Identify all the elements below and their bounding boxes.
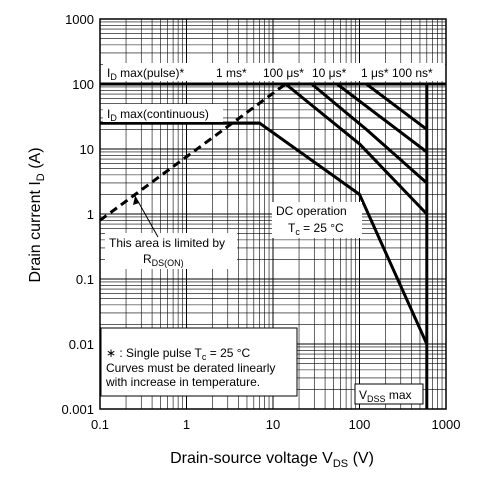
y-tick-label: 1000 <box>65 12 94 27</box>
tick-labels: 0.1 1 10 100 1000 0.001 0.01 0.1 1 10 100 1000 <box>61 12 460 432</box>
y-tick-label: 0.001 <box>61 402 94 417</box>
top-label-backdrop <box>103 63 445 81</box>
x-tick-label: 1000 <box>432 417 461 432</box>
area-label-backdrop <box>105 233 237 269</box>
x-tick-label: 0.1 <box>91 417 109 432</box>
curve-100us <box>310 82 428 185</box>
x-tick-label: 1 <box>183 417 190 432</box>
note-derate-line2: with increase in temperature. <box>105 375 260 389</box>
area-pointer-arrow <box>133 196 139 205</box>
y-tick-label: 0.01 <box>69 337 94 352</box>
note-single-pulse: ∗ : Single pulse Tc = 25 °C <box>106 346 251 362</box>
x-tick-label: 10 <box>266 417 280 432</box>
y-tick-label: 100 <box>72 77 94 92</box>
note-derate-line1: Curves must be derated linearly <box>106 361 275 375</box>
label-1us: 1 μs* <box>361 66 389 80</box>
curve-1ms <box>284 82 428 216</box>
id-continuous-label: ID max(continuous) <box>107 107 209 123</box>
curves-group <box>99 82 446 409</box>
curve-1us <box>365 82 428 131</box>
id-cont-backdrop <box>103 104 223 122</box>
x-axis-title: Drain-source voltage VDS (V) <box>170 450 374 470</box>
label-100us: 100 μs* <box>263 66 304 80</box>
id-pulse-label: ID max(pulse)* <box>107 66 185 82</box>
x-tick-label: 100 <box>349 417 371 432</box>
note-box <box>100 327 298 397</box>
dc-tc-label: Tc = 25 °C <box>288 221 344 237</box>
y-tick-label: 10 <box>80 142 94 157</box>
area-limited-label: This area is limited by <box>109 236 225 250</box>
y-tick-label: 0.1 <box>76 272 94 287</box>
plot-frame <box>99 18 447 410</box>
label-100ns: 100 ns* <box>392 66 433 80</box>
label-10us: 10 μs* <box>312 66 347 80</box>
vdss-max-label: VDSS max <box>359 388 412 404</box>
y-tick-label: 1 <box>87 207 94 222</box>
vdss-label-box <box>354 383 424 405</box>
curve-10us <box>336 82 428 154</box>
curve-dc <box>100 121 429 345</box>
label-1ms: 1 ms* <box>216 66 247 80</box>
dc-operation-label: DC operation <box>276 204 347 218</box>
dc-label-backdrop <box>272 202 362 238</box>
y-axis-title: Drain current ID (A) <box>27 147 47 282</box>
rds-on-label: RDS(ON) <box>143 252 184 268</box>
